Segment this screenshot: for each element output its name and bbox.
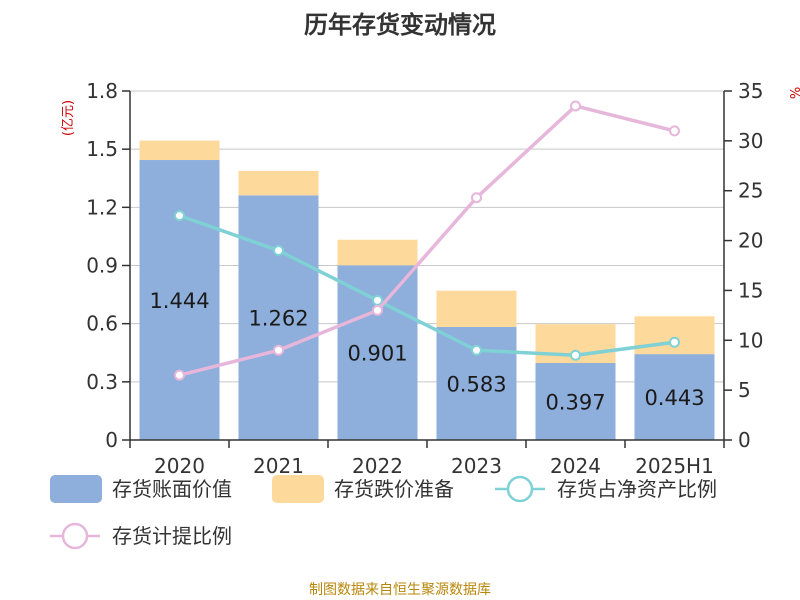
bar-data-label: 1.444 (149, 289, 209, 313)
bar-inventory-impairment (634, 316, 715, 355)
bar-data-label: 0.397 (545, 391, 605, 415)
left-axis-unit: (亿元) (61, 100, 76, 136)
point-inventory-to-net-assets (570, 349, 581, 361)
bar-inventory-impairment (238, 170, 319, 196)
bars (139, 140, 715, 440)
x-tick-label: 2024 (550, 454, 601, 478)
x-tick-label: 2025H1 (635, 454, 714, 478)
legend-label: 存货账面价值 (112, 477, 232, 501)
bar-inventory-book-value (337, 265, 418, 440)
point-inventory-to-net-assets (372, 294, 383, 306)
point-provision-ratio (174, 369, 185, 381)
right-tick-label: 25 (738, 179, 763, 203)
left-tick-label: 1.5 (86, 137, 118, 161)
legend-swatch (272, 475, 324, 503)
left-tick-label: 0.3 (86, 370, 118, 394)
point-inventory-to-net-assets (273, 245, 284, 257)
left-tick-label: 1.2 (86, 195, 118, 219)
series-lines (174, 100, 680, 381)
point-inventory-to-net-assets (471, 344, 482, 356)
point-provision-ratio (471, 192, 482, 204)
legend-label: 存货计提比例 (112, 524, 232, 548)
bar-data-label: 1.262 (248, 307, 308, 331)
bar-inventory-book-value (634, 354, 715, 440)
point-provision-ratio (570, 100, 581, 112)
right-tick-label: 0 (738, 428, 751, 452)
legend-label: 存货占净资产比例 (557, 477, 717, 501)
bar-data-label: 0.443 (644, 386, 704, 410)
legend-marker (61, 522, 89, 550)
right-tick-label: 5 (738, 378, 751, 402)
bar-data-label: 0.901 (347, 342, 407, 366)
point-provision-ratio (273, 344, 284, 356)
x-tick-label: 2023 (451, 454, 502, 478)
axes: 0 0.3 0.6 0.9 1.2 1.5 1.8 0 5 10 15 20 25 30 35 (亿元)% 20… (61, 79, 800, 478)
right-tick-label: 15 (738, 278, 763, 302)
right-axis-unit: % (789, 87, 800, 99)
point-provision-ratio (372, 304, 383, 316)
right-tick-label: 35 (738, 79, 763, 103)
right-tick-label: 20 (738, 229, 763, 253)
line-inventory-to-net-assets (178, 213, 675, 357)
x-tick-label: 2021 (253, 454, 304, 478)
gridlines (130, 90, 724, 383)
legend-swatch (50, 475, 102, 503)
data-labels: 1.444 1.262 0.901 0.583 0.397 0.443 (149, 289, 704, 415)
line-provision-ratio (179, 104, 675, 377)
bar-inventory-impairment (337, 239, 418, 266)
bar-inventory-impairment (139, 140, 220, 161)
left-tick-label: 0 (105, 428, 118, 452)
x-tick-label: 2022 (352, 454, 403, 478)
bar-inventory-book-value (238, 195, 319, 440)
x-tick-label: 2020 (154, 454, 205, 478)
legend-marker (506, 475, 534, 503)
chart-title: 历年存货变动情况 (304, 11, 496, 39)
right-tick-label: 10 (738, 328, 763, 352)
bar-inventory-book-value (535, 363, 616, 440)
point-inventory-to-net-assets (174, 210, 185, 222)
left-tick-label: 0.6 (86, 312, 118, 336)
bar-data-label: 0.583 (446, 372, 506, 396)
bar-inventory-book-value (139, 160, 220, 440)
right-tick-label: 30 (738, 129, 763, 153)
point-provision-ratio (669, 125, 680, 137)
point-inventory-to-net-assets (669, 336, 680, 348)
bar-inventory-impairment (436, 290, 517, 327)
left-tick-label: 0.9 (86, 254, 118, 278)
legend-label: 存货跌价准备 (334, 477, 454, 501)
left-tick-label: 1.8 (86, 79, 118, 103)
source-note: 制图数据来自恒生聚源数据库 (309, 582, 491, 598)
